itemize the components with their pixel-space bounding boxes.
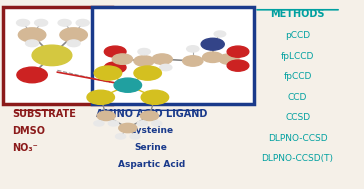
Circle shape <box>76 19 89 26</box>
Circle shape <box>201 38 224 50</box>
Circle shape <box>152 54 172 64</box>
Text: SUBSTRATE: SUBSTRATE <box>12 109 76 119</box>
Circle shape <box>138 49 150 55</box>
Circle shape <box>104 62 126 73</box>
Circle shape <box>115 134 126 139</box>
Circle shape <box>134 66 161 80</box>
Circle shape <box>104 46 126 57</box>
Circle shape <box>141 90 169 104</box>
Text: Serine: Serine <box>135 143 168 152</box>
Text: DLPNO-CCSD(T): DLPNO-CCSD(T) <box>262 154 333 163</box>
Circle shape <box>58 19 71 26</box>
Circle shape <box>137 121 147 126</box>
Text: Aspartic Acid: Aspartic Acid <box>118 160 185 169</box>
Circle shape <box>32 45 72 66</box>
Circle shape <box>108 121 118 126</box>
Circle shape <box>159 64 172 71</box>
Circle shape <box>183 56 203 66</box>
Circle shape <box>25 40 39 47</box>
Text: Cysteine: Cysteine <box>129 126 173 135</box>
Text: CCSD: CCSD <box>285 113 310 122</box>
FancyBboxPatch shape <box>3 7 111 104</box>
Circle shape <box>60 28 87 42</box>
Circle shape <box>214 31 226 37</box>
Circle shape <box>35 19 48 26</box>
Text: fpCCD: fpCCD <box>284 72 312 81</box>
Text: DMSO: DMSO <box>12 126 45 136</box>
Text: AMINO ACID LIGAND: AMINO ACID LIGAND <box>96 109 207 119</box>
Circle shape <box>97 111 115 121</box>
Circle shape <box>67 40 80 47</box>
Text: CCD: CCD <box>288 93 307 102</box>
Circle shape <box>94 66 122 80</box>
FancyBboxPatch shape <box>92 7 254 104</box>
Circle shape <box>17 67 47 83</box>
Circle shape <box>119 123 137 133</box>
Circle shape <box>18 28 46 42</box>
Circle shape <box>141 111 158 121</box>
Text: METHODS: METHODS <box>270 9 325 19</box>
Circle shape <box>227 46 249 57</box>
Circle shape <box>114 78 142 92</box>
Circle shape <box>87 90 114 104</box>
Circle shape <box>16 19 29 26</box>
Circle shape <box>187 46 199 52</box>
Text: NO₃⁻: NO₃⁻ <box>12 143 38 153</box>
Circle shape <box>227 60 249 71</box>
Circle shape <box>112 54 132 64</box>
Text: fpLCCD: fpLCCD <box>281 52 314 61</box>
Circle shape <box>219 54 239 64</box>
Circle shape <box>203 52 223 63</box>
Circle shape <box>134 56 154 66</box>
Circle shape <box>94 121 104 126</box>
Text: pCCD: pCCD <box>285 31 310 40</box>
Text: DLPNO-CCSD: DLPNO-CCSD <box>268 134 327 143</box>
Circle shape <box>152 121 162 126</box>
Circle shape <box>130 134 140 139</box>
